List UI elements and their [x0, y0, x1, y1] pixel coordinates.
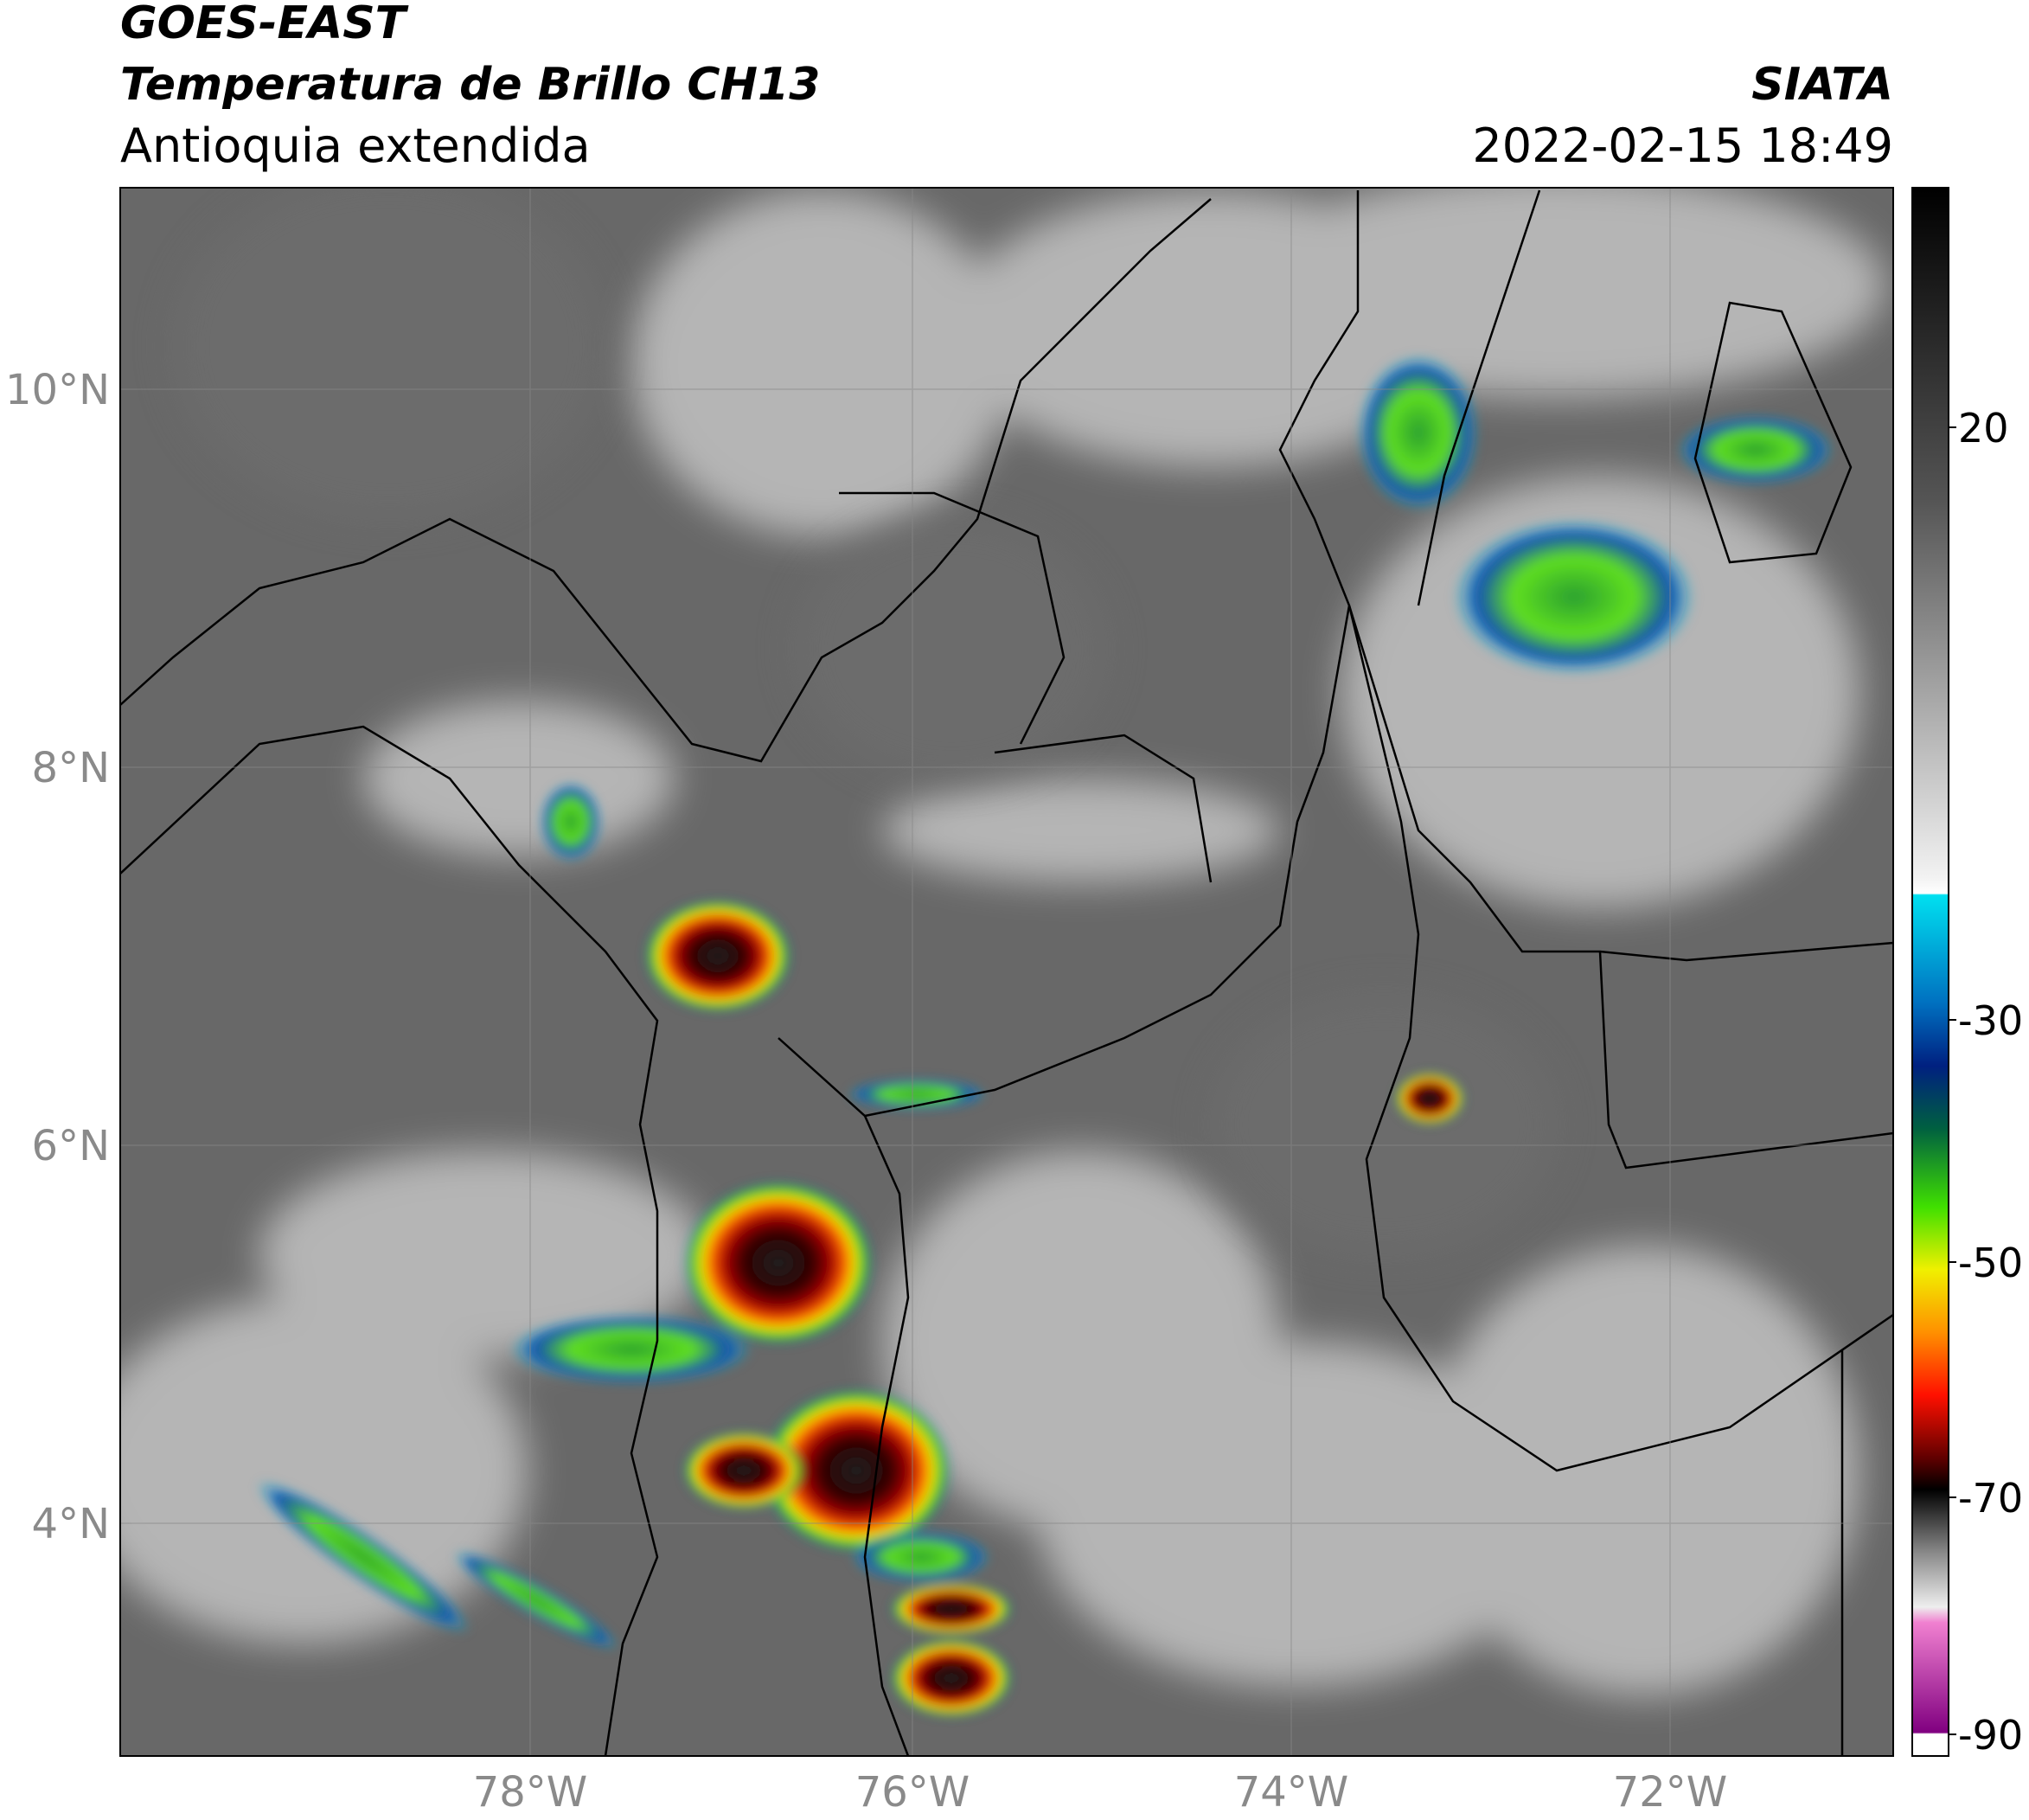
lon-label: 74°W: [1234, 1768, 1349, 1817]
subtitle: Antioquia extendida: [120, 119, 591, 173]
colorbar-label: -90: [1958, 1712, 2023, 1759]
colorbar-label: -50: [1958, 1240, 2023, 1286]
colorbar-ticks: [1949, 426, 1956, 1735]
datetime: 2022-02-15 18:49: [1472, 119, 1893, 173]
title-line1: GOES-EAST: [120, 0, 409, 49]
clear-areas: [173, 188, 1557, 1254]
graticule: [120, 188, 1893, 1756]
clouds: [120, 188, 1885, 1695]
lat-label: 10°N: [5, 366, 110, 414]
lon-label: 76°W: [855, 1768, 970, 1817]
colorbar-label: -30: [1958, 997, 2023, 1044]
title-line2: Temperatura de Brillo CH13: [120, 59, 820, 111]
colorbar: [1911, 187, 1949, 1757]
satellite-image: [120, 188, 1893, 1756]
lat-label: 4°N: [32, 1500, 110, 1548]
storm-cells: [256, 355, 1834, 1717]
source: SIATA: [1751, 59, 1893, 111]
lat-label: 8°N: [32, 744, 110, 792]
lon-label: 78°W: [473, 1768, 588, 1817]
borders: [120, 189, 1893, 1756]
lat-label: 6°N: [32, 1122, 110, 1170]
lon-label: 72°W: [1613, 1768, 1728, 1817]
colorbar-label: 20: [1958, 405, 2009, 452]
colorbar-label: -70: [1958, 1475, 2023, 1522]
map-frame: [119, 187, 1894, 1757]
